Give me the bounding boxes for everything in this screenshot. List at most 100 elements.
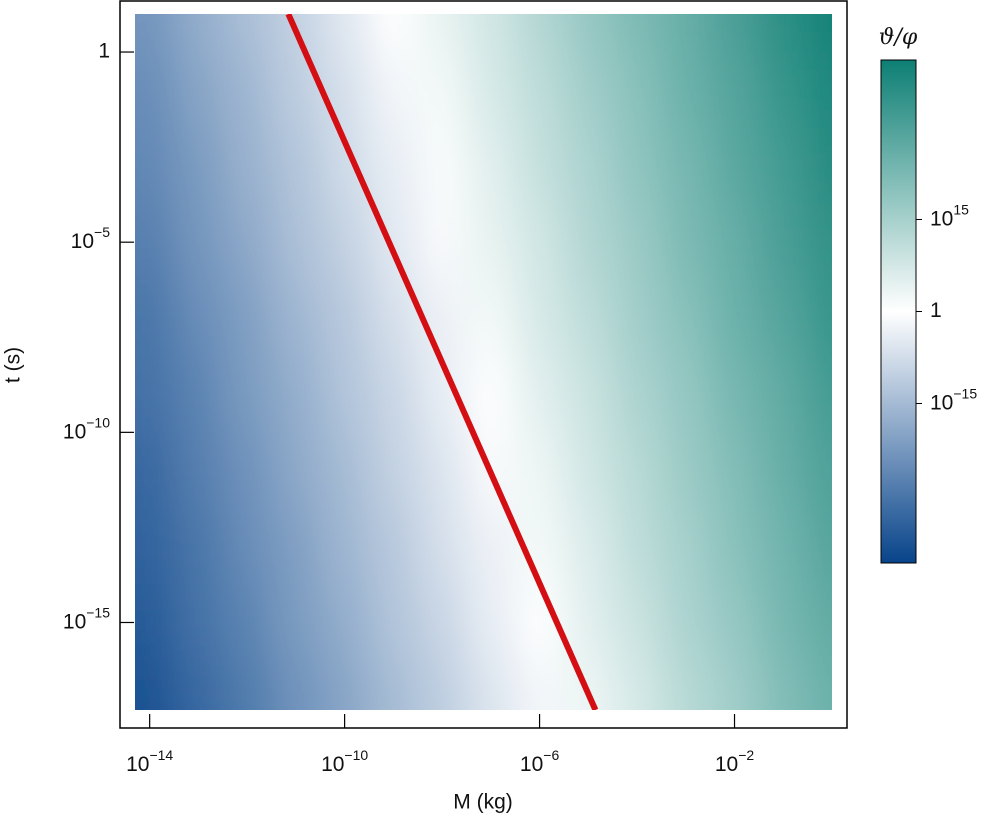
heat-cell (271, 432, 322, 510)
heat-cell (135, 356, 176, 434)
x-tick-label: 10−14 (126, 747, 173, 776)
heat-cell (417, 660, 468, 710)
heat-cell (368, 14, 419, 54)
heat-cell (612, 128, 663, 206)
heat-cell (368, 356, 419, 434)
heat-cell (807, 356, 832, 434)
x-tick-label: 10−10 (321, 747, 368, 776)
heat-cell (466, 14, 517, 54)
colorbar (880, 59, 917, 564)
heat-cell (466, 584, 517, 662)
heat-cell (515, 356, 565, 434)
heat-cell (320, 52, 370, 130)
heat-cell (320, 432, 370, 510)
heat-cell (368, 508, 419, 586)
heat-cell (417, 508, 468, 586)
heat-cell (135, 432, 176, 510)
heat-cell (174, 128, 224, 206)
heat-cell (222, 356, 273, 434)
plot-frame (119, 0, 848, 729)
colorbar-tick-label-base: 10 (930, 207, 953, 230)
heat-cell (222, 508, 273, 586)
heat-cell (466, 280, 517, 358)
heat-cell (271, 128, 322, 206)
heat-cell (135, 280, 176, 358)
heat-cell (135, 204, 176, 282)
heat-cell (466, 128, 517, 206)
heat-cell (320, 14, 370, 54)
heat-cell (271, 204, 322, 282)
heat-cell (612, 508, 663, 586)
heat-cell (710, 508, 760, 586)
heat-cell (710, 14, 760, 54)
heat-cell (807, 432, 832, 510)
heat-cell (661, 128, 712, 206)
heat-cell (320, 660, 370, 710)
heat-cell (222, 52, 273, 130)
heat-cell (135, 508, 176, 586)
heat-cell (710, 432, 760, 510)
heat-cell (515, 280, 565, 358)
x-tick-label: 10−6 (520, 747, 560, 776)
heat-cell (174, 356, 224, 434)
heat-cell (807, 14, 832, 54)
heat-cell (661, 660, 712, 710)
heat-cell (563, 52, 614, 130)
heat-cell (222, 280, 273, 358)
x-tick-label-exponent: −14 (149, 747, 173, 763)
heat-cell (612, 52, 663, 130)
y-tick-label-exponent: −5 (94, 224, 110, 240)
colorbar-tick-label: 1015 (930, 201, 969, 230)
heat-cell (710, 660, 760, 710)
heat-cell (758, 204, 809, 282)
heat-cell (807, 660, 832, 710)
heat-cell (174, 204, 224, 282)
heat-cell (710, 356, 760, 434)
heat-cell (612, 280, 663, 358)
x-tick-label-base: 10 (126, 753, 149, 776)
heat-cell (222, 584, 273, 662)
heat-cell (563, 356, 614, 434)
heat-cell (807, 52, 832, 130)
heat-cell (271, 584, 322, 662)
heat-cell (758, 280, 809, 358)
heat-cell (807, 204, 832, 282)
y-tick-label-exponent: −10 (86, 414, 110, 430)
heat-cell (174, 660, 224, 710)
heat-cell (758, 432, 809, 510)
y-tick-label-base: 10 (63, 420, 86, 443)
y-tick-label: 10−10 (63, 414, 110, 443)
heat-cell (515, 128, 565, 206)
heat-cell (174, 508, 224, 586)
heat-cell (466, 52, 517, 130)
y-tick-label-base: 10 (71, 230, 94, 253)
heat-cell (174, 52, 224, 130)
heat-cell (515, 204, 565, 282)
heat-cell (466, 204, 517, 282)
heat-cell (320, 204, 370, 282)
heat-cell (563, 508, 614, 586)
heat-cell (135, 128, 176, 206)
heat-cell (135, 52, 176, 130)
heat-cell (515, 14, 565, 54)
colorbar-tick-label-exponent: −15 (953, 385, 977, 401)
heat-cell (563, 204, 614, 282)
heat-cell (271, 356, 322, 434)
x-tick-label-base: 10 (321, 753, 344, 776)
heat-cell (661, 508, 712, 586)
heat-cell (807, 508, 832, 586)
heat-cell (222, 14, 273, 54)
heat-cell (661, 432, 712, 510)
x-axis-label: M (kg) (453, 791, 513, 814)
heat-cell (710, 128, 760, 206)
heat-cell (271, 52, 322, 130)
x-tick-label-exponent: −10 (344, 747, 368, 763)
heat-cell (466, 356, 517, 434)
heat-cell (758, 356, 809, 434)
heat-cell (807, 128, 832, 206)
heat-cell (174, 432, 224, 510)
heat-cell (612, 356, 663, 434)
heat-cell (758, 14, 809, 54)
heat-cell (563, 128, 614, 206)
